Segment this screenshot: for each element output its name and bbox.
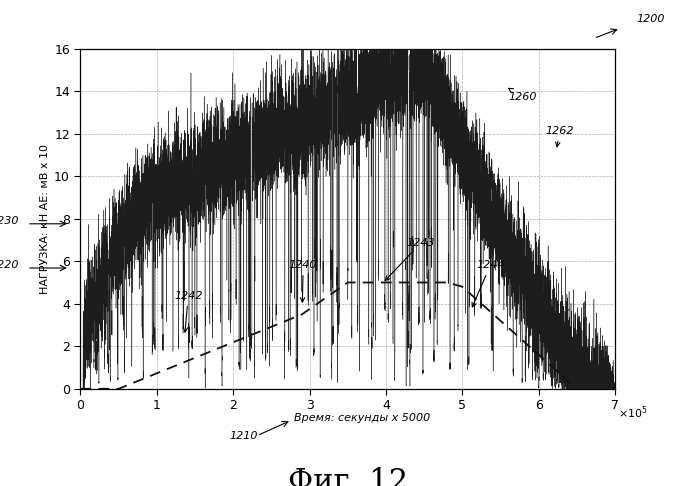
Text: 1260: 1260	[508, 88, 537, 102]
Text: 1200: 1200	[636, 14, 665, 24]
Text: 1240: 1240	[289, 260, 317, 302]
Text: 1242: 1242	[174, 291, 203, 332]
Text: 1220: 1220	[0, 260, 19, 270]
Text: 1243: 1243	[385, 238, 435, 280]
Text: Фиг. 12: Фиг. 12	[288, 467, 408, 486]
Text: 1210: 1210	[229, 431, 258, 441]
Text: 1230: 1230	[0, 216, 19, 226]
Text: $\times10^5$: $\times10^5$	[618, 404, 648, 421]
Text: Время: секунды x 5000: Время: секунды x 5000	[294, 413, 431, 423]
Text: 1244: 1244	[472, 260, 505, 307]
Text: 1262: 1262	[546, 126, 574, 147]
Y-axis label: НАГРУЗКА: кН АЕ: мВ x 10: НАГРУЗКА: кН АЕ: мВ x 10	[40, 144, 50, 294]
